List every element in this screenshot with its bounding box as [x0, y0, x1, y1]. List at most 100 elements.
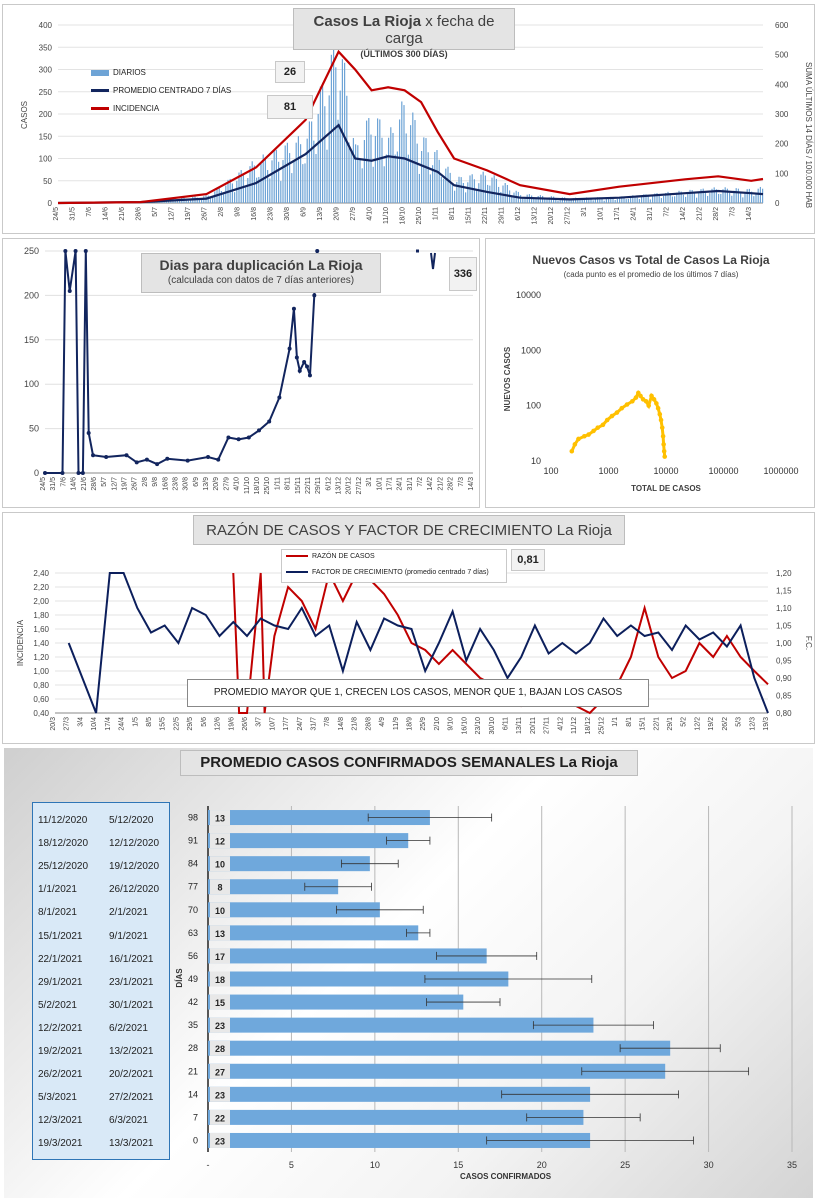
bar-diarios — [212, 196, 214, 203]
bar-diarios — [377, 118, 379, 203]
y-tick-label: 1,20 — [33, 653, 49, 662]
x-tick-label: 8/11 — [449, 207, 456, 220]
bar-diarios — [676, 192, 678, 203]
bar-diarios — [484, 175, 486, 203]
bar-diarios — [240, 170, 242, 203]
x-tick-label: 6/9 — [301, 207, 308, 217]
point-nuevos-vs-total — [633, 395, 639, 400]
bar-diarios — [513, 192, 515, 203]
x-tick-label: 29/11 — [499, 207, 506, 224]
bar-diarios — [201, 198, 203, 203]
bar-diarios — [649, 199, 651, 203]
bar-diarios — [337, 119, 339, 203]
date-start: 2/1/2021 — [109, 907, 148, 919]
bar-diarios — [548, 197, 550, 203]
point-duplicacion — [63, 249, 68, 253]
bar-diarios — [658, 194, 660, 203]
y2-tick-label: 500 — [775, 51, 789, 60]
x-tick-label: 19/3 — [763, 717, 770, 731]
bar-diarios — [586, 197, 588, 203]
bar-diarios — [506, 185, 508, 203]
point-nuevos-vs-total — [662, 454, 668, 459]
x-tick-label: 28/8 — [365, 717, 372, 731]
y2-tick-label: 0 — [775, 199, 780, 208]
bar-diarios — [601, 198, 603, 203]
line-incidencia — [57, 49, 764, 205]
bar-diarios — [546, 199, 548, 203]
bar-diarios — [647, 196, 649, 203]
bar-diarios — [328, 95, 330, 203]
date-end: 29/1/2021 — [38, 976, 83, 988]
x-tick-label: 21/6 — [81, 477, 88, 491]
bar-diarios — [383, 166, 385, 203]
bar-diarios — [427, 152, 429, 203]
bar-diarios — [350, 151, 352, 203]
bar-diarios — [559, 198, 561, 203]
date-start: 6/2/2021 — [109, 1022, 148, 1034]
y2-tick-label: 300 — [775, 110, 789, 119]
x-tick-label: 22/11 — [482, 207, 489, 224]
bar-diarios — [680, 191, 682, 203]
x-tick-label: 21/6 — [119, 207, 126, 221]
bar-diarios — [643, 194, 645, 203]
bar-diarios — [300, 144, 302, 203]
casos-chart-panel: 0 50 100 150 200 250 300 350 400 0 100 200 300 400 500… — [2, 4, 815, 234]
y-tick-label: 1000 — [521, 345, 541, 355]
point-duplicacion — [294, 355, 299, 360]
bar-diarios — [698, 192, 700, 203]
bar-diarios — [447, 166, 449, 203]
y-tick-label: 1,80 — [33, 611, 49, 620]
x-tick-label: 15/1 — [640, 717, 647, 731]
point-duplicacion — [104, 455, 109, 460]
bar-diarios — [174, 200, 176, 203]
date-start: 12/12/2020 — [109, 838, 160, 850]
bar-diarios — [742, 197, 744, 203]
razon-value-box: 0,81 — [511, 549, 545, 571]
bar-diarios — [531, 195, 533, 203]
bar-diarios — [740, 192, 742, 203]
bar-diarios — [533, 198, 535, 203]
bar-diarios — [700, 189, 702, 203]
bar-diarios — [478, 183, 480, 203]
x-tick-label: 5/6 — [201, 717, 208, 727]
bar-diarios — [273, 149, 275, 203]
bar-diarios — [579, 199, 581, 203]
x-tick-label: 27/11 — [544, 717, 551, 734]
legend-razon-swatch — [286, 555, 308, 558]
x-tick-label: 8/5 — [146, 717, 153, 727]
x-tick-label: 17/1 — [614, 207, 621, 221]
x-tick-label: 19/2 — [708, 717, 715, 731]
point-duplicacion — [302, 360, 307, 364]
x-tick-label: 24/4 — [119, 717, 126, 731]
bar-diarios — [737, 188, 739, 203]
razon-title-box: RAZÓN DE CASOS Y FACTOR DE CRECIMIENTO L… — [193, 515, 625, 545]
x-tick-label: 14/3 — [746, 207, 753, 221]
x-tick-label: 22/5 — [173, 717, 180, 731]
bar-diarios — [597, 197, 599, 203]
x-tick-label: 1/11 — [274, 477, 281, 490]
y-tick-label: 2,20 — [33, 583, 49, 592]
bar-diarios — [594, 198, 596, 203]
x-tick-label: 2/10 — [434, 717, 441, 731]
x-tick-label: 10/4 — [91, 717, 98, 731]
bar-diarios — [289, 153, 291, 203]
x-tick-label: 15/5 — [160, 717, 167, 731]
date-row: 15/1/2021 9/1/2021 — [33, 931, 171, 951]
bar-diarios — [236, 181, 238, 203]
point-duplicacion — [80, 471, 85, 475]
semanales-date-table: 11/12/2020 5/12/2020 18/12/2020 12/12/2020 2… — [32, 802, 170, 1160]
bar-diarios — [247, 178, 249, 203]
y2-tick-label: 1,10 — [776, 604, 792, 613]
y-tick-label: 400 — [39, 21, 53, 30]
duplicacion-subtitle: (calculada con datos de 7 días anteriore… — [167, 275, 355, 286]
legend-factor-label: FACTOR DE CRECIMIENTO (promedio centrado… — [312, 569, 489, 576]
bar-diarios — [308, 121, 310, 203]
x-tick-label: 15/11 — [295, 477, 302, 494]
bar-diarios — [462, 182, 464, 203]
bar-diarios — [621, 196, 623, 203]
x-tick-label: 21/2 — [697, 207, 704, 221]
y2-tick-label: 0,80 — [776, 709, 792, 718]
bar-diarios — [704, 191, 706, 203]
value-promedio-box: 81 — [267, 95, 313, 119]
